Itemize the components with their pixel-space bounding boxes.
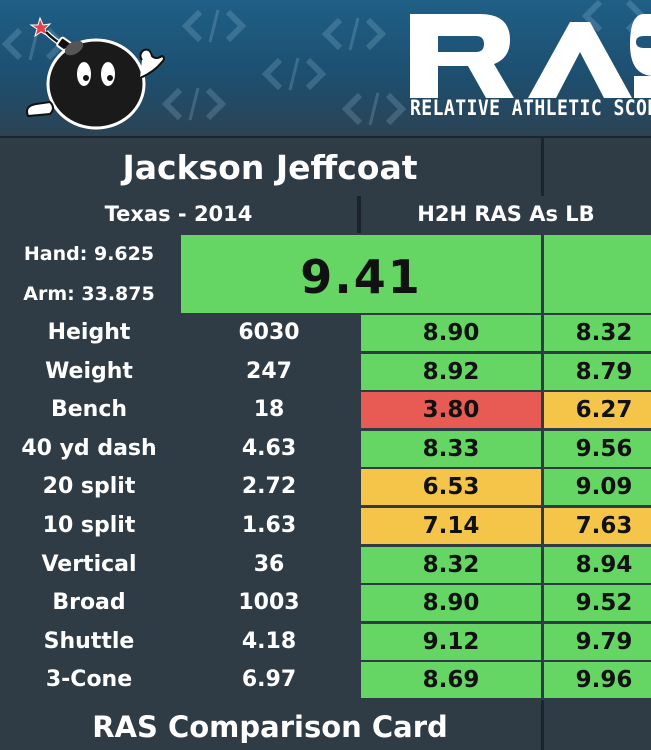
player-name: Jackson Jeffcoat (122, 148, 418, 187)
footer: RAS Comparison Card (0, 700, 651, 750)
table-row: 10 split 1.63 7.14 7.63 (0, 508, 651, 544)
metric-comparison-score: 9.79 (544, 623, 651, 660)
metric-value: 247 (181, 353, 357, 390)
metric-label: Broad (0, 585, 178, 622)
metric-score: 8.32 (361, 546, 541, 583)
metric-value: 1.63 (181, 508, 357, 544)
title-band: Jackson Jeffcoat (0, 136, 651, 198)
arm-measurement: Arm: 33.875 (0, 275, 178, 313)
metric-value: 4.18 (181, 623, 357, 660)
metric-value: 36 (181, 546, 357, 583)
table-row: Broad 1003 8.90 9.52 (0, 585, 651, 622)
table-row: Vertical 36 8.32 8.94 (0, 546, 651, 583)
metric-score: 3.80 (361, 392, 541, 429)
table-row: Bench 18 3.80 6.27 (0, 392, 651, 429)
metric-comparison-score: 9.52 (544, 585, 651, 622)
metric-score: 8.33 (361, 430, 541, 467)
metric-value: 4.63 (181, 430, 357, 467)
metric-comparison-score: 6.27 (544, 392, 651, 429)
metric-label: 3-Cone (0, 662, 178, 699)
metric-score: 6.53 (361, 469, 541, 506)
metric-score: 7.14 (361, 508, 541, 544)
metric-value: 18 (181, 392, 357, 429)
metric-value: 6030 (181, 315, 357, 351)
title-divider (541, 138, 544, 198)
table-row: Shuttle 4.18 9.12 9.79 (0, 623, 651, 660)
overall-score: 9.41 (181, 235, 541, 313)
metric-comparison-score: 9.56 (544, 430, 651, 467)
metric-label: 10 split (0, 508, 178, 544)
metric-comparison-score: 9.96 (544, 662, 651, 699)
header-row: Texas - 2014 H2H RAS As LB (0, 196, 651, 233)
metric-label: Weight (0, 353, 178, 390)
metric-comparison-score: 9.09 (544, 469, 651, 506)
table-row: Height 6030 8.90 8.32 (0, 315, 651, 351)
logo-tagline: RELATIVE ATHLETIC SCORE (410, 96, 651, 120)
metric-comparison-score: 8.32 (544, 315, 651, 351)
metric-label: Bench (0, 392, 178, 429)
footer-label: RAS Comparison Card (92, 710, 448, 744)
bomb-mascot-icon (26, 16, 165, 130)
overall-row: Hand: 9.625 Arm: 33.875 9.41 (0, 235, 651, 313)
metric-score: 8.69 (361, 662, 541, 699)
overall-score-2 (544, 235, 651, 313)
metric-label: 20 split (0, 469, 178, 506)
metric-score: 8.92 (361, 353, 541, 390)
school-year: Texas - 2014 (0, 196, 357, 233)
metric-comparison-score: 7.63 (544, 508, 651, 544)
metric-score: 8.90 (361, 315, 541, 351)
metric-value: 6.97 (181, 662, 357, 699)
metric-score: 8.90 (361, 585, 541, 622)
metric-value: 1003 (181, 585, 357, 622)
table-row: Weight 247 8.92 8.79 (0, 353, 651, 390)
ras-logo (410, 14, 651, 98)
metric-value: 2.72 (181, 469, 357, 506)
comparison-label: H2H RAS As LB (361, 196, 651, 233)
table-row: 40 yd dash 4.63 8.33 9.56 (0, 430, 651, 467)
metric-comparison-score: 8.79 (544, 353, 651, 390)
metric-score: 9.12 (361, 623, 541, 660)
metric-label: 40 yd dash (0, 430, 178, 467)
banner: RELATIVE ATHLETIC SCORE (0, 0, 651, 136)
metric-label: Vertical (0, 546, 178, 583)
hand-measurement: Hand: 9.625 (0, 235, 178, 273)
table-row: 3-Cone 6.97 8.69 9.96 (0, 662, 651, 699)
table-row: 20 split 2.72 6.53 9.09 (0, 469, 651, 506)
metric-comparison-score: 8.94 (544, 546, 651, 583)
metric-label: Height (0, 315, 178, 351)
metric-label: Shuttle (0, 623, 178, 660)
footer-divider (541, 700, 544, 750)
divider (357, 196, 361, 233)
